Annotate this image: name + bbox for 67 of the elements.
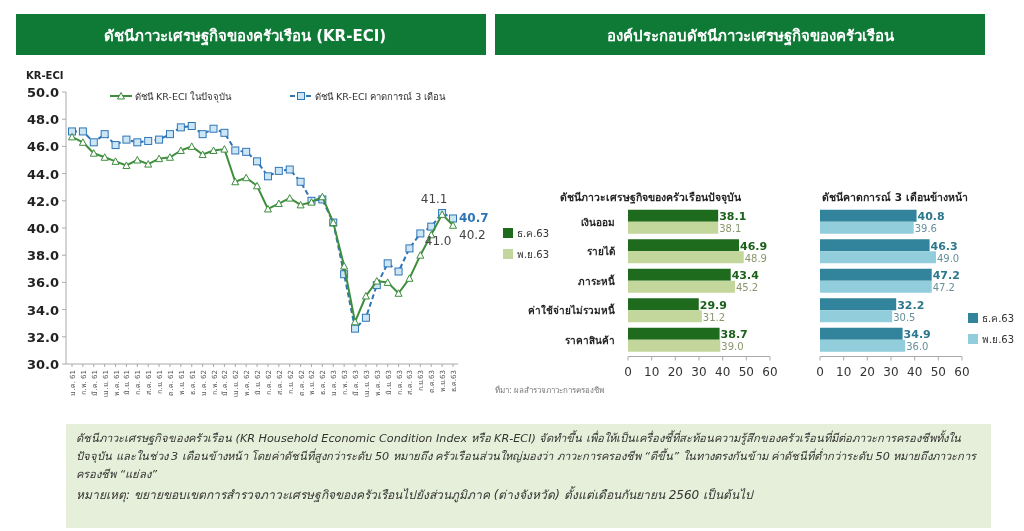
text: ดัชนีภาวะเศรษฐกิจของครัวเรือน (KR Household Economic Condition Index หรือ KR-ECI) จัดทำขึ้น เพื่อให้เป็นเครื่องชี้ที่สะท้อนความรู้สึกของครัวเรือนที่มีต่อภาวะการครองชีพทั้งในปัจจุบัน และในช่วง 3 เดือนข้างหน้า โดยค่าดัชนีที่สูงกว่าระดับ 50 หมายถึง ครัวเรือนส่วนใหญ่มองว่า ภาวะการครองชีพ “ดีขึ้น” ในทางตรงกันข้าม ค่าดัชนีที่ต่ำกว่าระดับ 50 หมายถึงภาวะการครองชีพ “แย่ลง” [76, 430, 978, 483]
y-tick-label: 48.0 [26, 112, 59, 128]
x-tick-label: 10 [836, 364, 852, 379]
legend-label: ดัชนี KR-ECI คาดการณ์ 3 เดือน [315, 91, 447, 102]
x-tick-label: 30 [883, 364, 899, 379]
data-label: 39.0 [721, 341, 744, 353]
text: ที่มา: ผลสำรวจภาวะการครองชีพ [495, 384, 605, 395]
data-label: 29.9 [699, 298, 727, 312]
x-tick-label: 10 [644, 364, 660, 379]
data-label: 38.1 [719, 223, 742, 235]
y-tick-label: 38.0 [26, 248, 59, 264]
chart-subtitle: ดัชนีภาวะเศรษฐกิจของครัวเรือนปัจจุบัน [559, 191, 742, 205]
y-tick-label: 40.0 [26, 221, 59, 236]
data-label: 48.9 [744, 252, 767, 264]
x-tick-label: 0 [624, 364, 632, 379]
data-label: 34.9 [903, 328, 931, 342]
x-tick-label: 60 [762, 364, 778, 379]
legend-label: ธ.ค.63 [982, 313, 1015, 324]
y-tick-label: 30.0 [26, 357, 59, 372]
x-tick-label: 50 [738, 364, 754, 379]
data-label: 40.7 [459, 211, 489, 226]
x-tick-label: 20 [667, 364, 683, 379]
y-tick-label: 42.0 [26, 193, 59, 209]
chart-title: ดัชนีภาวะเศรษฐกิจของครัวเรือน (KR-ECI) [103, 27, 387, 46]
data-label: 40.2 [459, 228, 486, 243]
data-label: 38.7 [720, 328, 748, 342]
x-tick-label: 0 [816, 364, 824, 379]
y-tick-label: ค่าใช้จ่ายไม่รวมหนี้ [528, 303, 615, 317]
y-tick-label: 34.0 [26, 302, 59, 318]
data-label: 41.1 [420, 192, 448, 207]
x-tick-label: 40 [715, 364, 731, 379]
data-label: 46.9 [740, 239, 768, 253]
y-tick-label: รายได้ [587, 245, 615, 258]
y-tick-label: ราคาสินค้า [565, 334, 615, 346]
data-label: 32.2 [897, 298, 925, 312]
x-tick-label: 30 [691, 364, 707, 379]
data-label: 30.5 [893, 311, 916, 323]
legend-label: ดัชนี KR-ECI ในปัจจุบัน [135, 91, 233, 103]
y-axis-title: KR-ECI [26, 70, 64, 81]
y-tick-label: 32.0 [26, 329, 59, 345]
x-tick-label: 20 [859, 364, 875, 379]
y-tick-label: ภาระหนี้ [578, 273, 615, 287]
data-label: 43.4 [731, 269, 760, 283]
y-tick-label: 50.0 [26, 85, 59, 100]
data-label: 38.1 [719, 210, 747, 224]
data-label: 31.2 [702, 311, 726, 323]
data-label: 40.8 [917, 210, 945, 224]
y-tick-label: เงินออม [581, 216, 615, 228]
data-label: 36.0 [906, 341, 929, 353]
y-tick-label: 46.0 [26, 139, 59, 155]
y-tick-label: 36.0 [26, 275, 59, 291]
x-tick-label: 40 [907, 364, 923, 379]
data-label: 49.0 [936, 252, 960, 264]
chart-title: องค์ประกอบดัชนีภาวะเศรษฐกิจของครัวเรือน [606, 27, 895, 46]
y-tick-label: 44.0 [26, 166, 59, 182]
data-label: 45.2 [735, 282, 759, 294]
legend-label: พ.ย.63 [517, 249, 550, 260]
data-label: 47.2 [932, 269, 960, 283]
legend-label: พ.ย.63 [982, 334, 1015, 345]
x-tick-label: 60 [954, 364, 970, 379]
data-label: 39.6 [914, 223, 937, 235]
chart-title: ดัชนีคาดการณ์ 3 เดือนข้างหน้า [822, 191, 968, 203]
x-tick-label: 50 [930, 364, 946, 379]
data-label: 47.2 [932, 282, 955, 294]
legend-label: ธ.ค.63 [517, 228, 550, 239]
data-label: 46.3 [930, 239, 958, 253]
text: หมายเหตุ: ขยายขอบเขตการสำรวจภาวะเศรษฐกิจของครัวเรือนไปยังส่วนภูมิภาค (ต่างจังหวัด) ตั้งแต่เดือนกันยายน 2560 เป็นต้นไป [76, 486, 755, 504]
